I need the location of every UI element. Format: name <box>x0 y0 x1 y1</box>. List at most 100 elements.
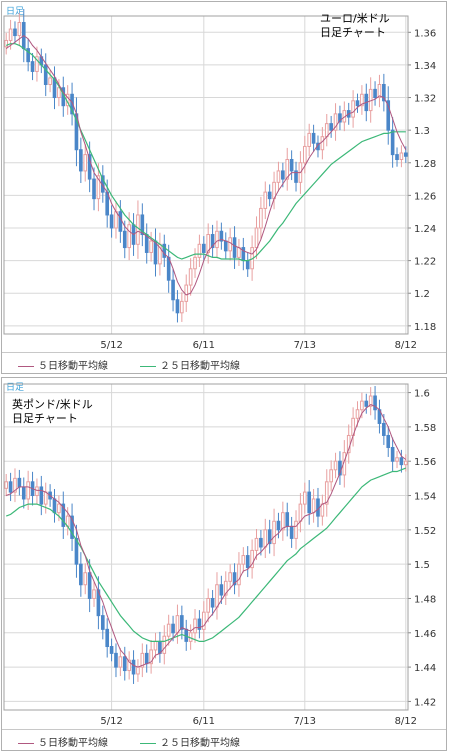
candle-body <box>127 659 131 672</box>
y-tick-label: 1.28 <box>414 159 436 170</box>
legend-ma5: ５日移動平均線 <box>18 734 108 749</box>
candle-body <box>215 584 219 608</box>
candle-body <box>307 132 312 147</box>
candle-body <box>166 623 171 637</box>
candle-body <box>241 247 246 262</box>
plot-area-border <box>3 383 409 711</box>
candle-body <box>70 515 74 539</box>
candle-body <box>149 240 153 253</box>
candle-body <box>324 123 329 138</box>
candle-body <box>311 498 316 514</box>
candle-body <box>136 214 140 245</box>
candle-body <box>333 113 338 131</box>
candle-body <box>302 491 307 505</box>
candle-body <box>390 446 395 462</box>
y-tick-label: 1.42 <box>414 697 436 708</box>
candle-body <box>8 28 13 41</box>
candle-body <box>109 214 114 229</box>
y-tick-label: 1.5 <box>414 560 430 571</box>
chart-title-block: ユーロ/米ドル 日足チャート <box>320 12 390 40</box>
x-tick-label: 5/12 <box>100 716 122 727</box>
candle-body <box>13 28 17 37</box>
candle-body <box>263 191 268 209</box>
candle-body <box>83 572 88 586</box>
candle-body <box>43 64 48 85</box>
candle-body <box>324 481 329 505</box>
plot-area-border <box>3 15 409 335</box>
candle-body <box>201 611 206 630</box>
candle-body <box>39 486 44 505</box>
y-tick-label: 1.48 <box>414 594 436 605</box>
candle-body <box>351 100 355 118</box>
candle-body <box>267 191 272 200</box>
candle-body <box>250 549 254 569</box>
candle-body <box>311 132 316 144</box>
candle-body <box>386 100 391 131</box>
candle-body <box>79 563 83 586</box>
candle-body <box>26 48 30 63</box>
candle-body <box>215 230 219 249</box>
candle-body <box>193 618 197 634</box>
ma5-line-swatch <box>18 742 34 744</box>
candle-body <box>395 154 399 161</box>
candle-body <box>162 243 167 258</box>
y-tick-label: 1.26 <box>414 191 436 202</box>
candle-body <box>171 623 175 634</box>
chart-subtitle: 日足チャート <box>12 412 78 425</box>
chart-legend: ５日移動平均線 ２５日移動平均線 <box>2 352 446 373</box>
candle-body <box>403 460 408 466</box>
x-tick-label: 6/11 <box>193 716 215 727</box>
candle-body <box>144 652 149 665</box>
candle-body <box>364 400 369 407</box>
x-tick-label: 8/12 <box>395 340 417 351</box>
candle-body <box>272 520 276 545</box>
y-tick-label: 1.44 <box>414 663 436 674</box>
candle-body <box>136 666 140 675</box>
candle-body <box>403 152 408 157</box>
candle-body <box>228 237 232 252</box>
candle-body <box>210 597 215 608</box>
ma25-line <box>5 467 407 642</box>
candle-body <box>162 635 167 654</box>
y-tick-label: 1.32 <box>414 94 436 105</box>
candle-body <box>131 659 136 675</box>
candle-body <box>254 227 259 249</box>
candle-body <box>223 580 228 596</box>
candle-body <box>237 247 241 258</box>
y-tick-label: 1.3 <box>414 126 430 137</box>
x-tick-label: 8/12 <box>395 716 417 727</box>
x-tick-label: 5/12 <box>100 340 122 351</box>
candle-body <box>74 537 79 565</box>
candle-body <box>210 234 215 249</box>
candle-body <box>17 22 22 37</box>
candle-body <box>298 503 303 522</box>
candle-body <box>382 83 386 102</box>
candle-body <box>289 525 294 539</box>
y-tick-label: 1.2 <box>414 289 430 300</box>
candle-body <box>127 224 131 249</box>
candle-body <box>289 159 294 172</box>
candle-body <box>320 136 325 151</box>
timeframe-tab[interactable]: 日足 <box>6 383 25 393</box>
candle-body <box>399 152 404 161</box>
candle-body <box>329 469 333 483</box>
candle-body <box>52 77 57 99</box>
candle-body <box>294 520 298 539</box>
y-tick-label: 1.56 <box>414 457 436 468</box>
candle-body <box>355 100 360 107</box>
ma25-line-swatch <box>140 365 156 367</box>
candle-body <box>43 491 48 505</box>
candle-body <box>276 520 281 531</box>
y-tick-label: 1.34 <box>414 61 436 72</box>
candle-body <box>382 422 386 436</box>
candle-body <box>368 395 373 407</box>
candle-body <box>219 230 224 242</box>
candle-body <box>122 230 127 249</box>
candle-body <box>373 395 377 411</box>
timeframe-tab[interactable]: 日足 <box>6 7 25 17</box>
ma5-line <box>5 34 407 296</box>
candle-body <box>92 178 96 200</box>
candle-body <box>140 214 145 236</box>
chart-legend: ５日移動平均線 ２５日移動平均線 <box>2 729 446 750</box>
candle-body <box>307 491 312 514</box>
